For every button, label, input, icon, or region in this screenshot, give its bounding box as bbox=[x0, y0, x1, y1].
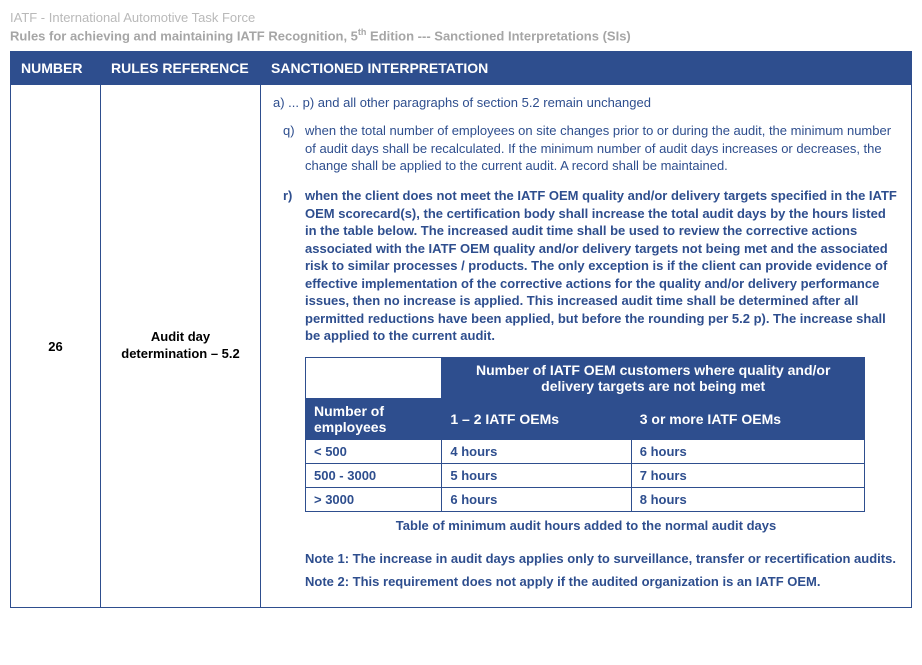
col-header-interpretation: SANCTIONED INTERPRETATION bbox=[261, 52, 912, 85]
hours-c1: 6 hours bbox=[442, 487, 631, 511]
org-name: IATF - International Automotive Task For… bbox=[10, 10, 912, 25]
hours-c1: 4 hours bbox=[442, 439, 631, 463]
table-header-row: NUMBER RULES REFERENCE SANCTIONED INTERP… bbox=[11, 52, 912, 85]
emp-range: > 3000 bbox=[306, 487, 442, 511]
inner-row: > 3000 6 hours 8 hours bbox=[306, 487, 865, 511]
emp-range: 500 - 3000 bbox=[306, 463, 442, 487]
clause-r-text: when the client does not meet the IATF O… bbox=[305, 187, 899, 345]
document-title: Rules for achieving and maintaining IATF… bbox=[10, 27, 912, 43]
title-prefix: Rules for achieving and maintaining IATF… bbox=[10, 28, 358, 43]
inner-header-row-1: Number of IATF OEM customers where quali… bbox=[306, 357, 865, 398]
title-suffix: Edition --- Sanctioned Interpretations (… bbox=[366, 28, 630, 43]
interpretation-cell: a) ... p) and all other paragraphs of se… bbox=[261, 85, 912, 607]
clause-r: r) when the client does not meet the IAT… bbox=[273, 187, 899, 345]
inner-row-header: Number of employees bbox=[306, 398, 442, 439]
note-1: Note 1: The increase in audit days appli… bbox=[305, 551, 899, 568]
note-2: Note 2: This requirement does not apply … bbox=[305, 574, 899, 591]
inner-col1-header: 1 – 2 IATF OEMs bbox=[442, 398, 631, 439]
col-header-number: NUMBER bbox=[11, 52, 101, 85]
clause-q-letter: q) bbox=[283, 122, 305, 175]
rules-reference: Audit day determination – 5.2 bbox=[101, 85, 261, 607]
inner-empty-header bbox=[306, 357, 442, 398]
si-table: NUMBER RULES REFERENCE SANCTIONED INTERP… bbox=[10, 51, 912, 607]
intro-line: a) ... p) and all other paragraphs of se… bbox=[273, 95, 899, 110]
emp-range: < 500 bbox=[306, 439, 442, 463]
inner-span-header: Number of IATF OEM customers where quali… bbox=[442, 357, 865, 398]
inner-row: < 500 4 hours 6 hours bbox=[306, 439, 865, 463]
inner-row: 500 - 3000 5 hours 7 hours bbox=[306, 463, 865, 487]
hours-c1: 5 hours bbox=[442, 463, 631, 487]
table-row: 26 Audit day determination – 5.2 a) ... … bbox=[11, 85, 912, 607]
inner-col2-header: 3 or more IATF OEMs bbox=[631, 398, 864, 439]
hours-c2: 8 hours bbox=[631, 487, 864, 511]
document-header: IATF - International Automotive Task For… bbox=[10, 10, 912, 43]
hours-c2: 7 hours bbox=[631, 463, 864, 487]
si-number: 26 bbox=[11, 85, 101, 607]
table-caption: Table of minimum audit hours added to th… bbox=[273, 518, 899, 533]
clause-q: q) when the total number of employees on… bbox=[273, 122, 899, 175]
inner-header-row-2: Number of employees 1 – 2 IATF OEMs 3 or… bbox=[306, 398, 865, 439]
clause-r-letter: r) bbox=[283, 187, 305, 345]
audit-hours-table: Number of IATF OEM customers where quali… bbox=[305, 357, 865, 512]
clause-q-text: when the total number of employees on si… bbox=[305, 122, 899, 175]
hours-c2: 6 hours bbox=[631, 439, 864, 463]
col-header-reference: RULES REFERENCE bbox=[101, 52, 261, 85]
